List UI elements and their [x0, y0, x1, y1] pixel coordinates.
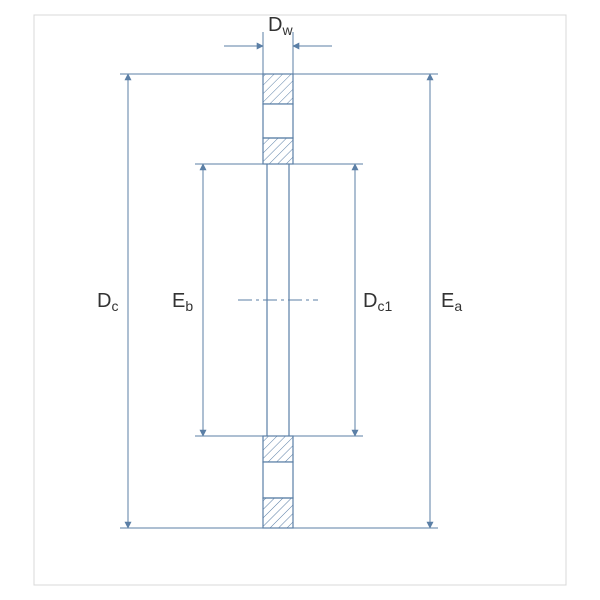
label-dc: Dc	[97, 290, 118, 313]
cage-top	[263, 138, 293, 164]
cage-bottom-gap	[263, 462, 293, 498]
label-dc1: Dc1	[363, 290, 392, 313]
cage-top-gap	[263, 104, 293, 138]
label-ea: Ea	[441, 290, 462, 313]
roller-bottom	[263, 498, 293, 528]
label-dw: Dw	[268, 14, 293, 37]
roller-top	[263, 74, 293, 104]
cage-bottom	[263, 436, 293, 462]
bearing-diagram	[0, 0, 600, 600]
label-eb: Eb	[172, 290, 193, 313]
